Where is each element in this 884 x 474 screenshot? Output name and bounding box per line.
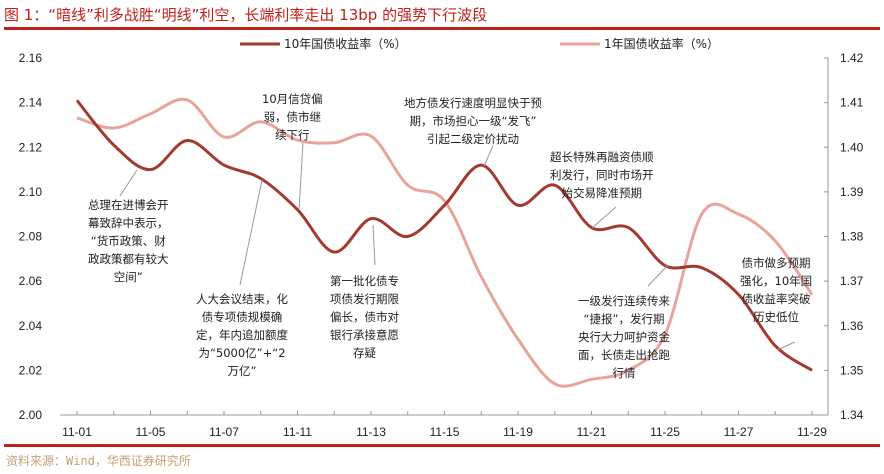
figure-title: 图 1：“暗线”利多战胜“明线”利空，长端利率走出 13bp 的强势下行波段 — [4, 6, 488, 24]
right-y-tick-label: 1.35 — [840, 363, 864, 377]
x-tick-label: 11-19 — [503, 425, 533, 439]
left-y-tick-label: 2.02 — [19, 363, 43, 377]
annotation-leader — [372, 224, 376, 266]
legend-label: 10年国债收益率（%） — [284, 36, 407, 51]
left-y-tick-label: 2.08 — [19, 230, 43, 244]
legend-label: 1年国债收益率（%） — [604, 36, 719, 51]
top-divider — [4, 27, 880, 30]
left-y-tick-label: 2.16 — [19, 51, 43, 65]
left-y-tick-label: 2.12 — [19, 140, 43, 154]
annotation-text: 地方债发行速度明显快于预 期，市场担心一级“发飞” 引起二级定价扰动 — [404, 96, 542, 146]
x-tick-label: 11-29 — [797, 425, 827, 439]
annotation-text: 超长特殊再融资债顺 利发行，同时市场开 始交易降准预期 — [550, 150, 654, 200]
left-y-tick-label: 2.14 — [19, 96, 43, 110]
annotation-text: 10月信贷偏 弱，债市继 续下行 — [262, 92, 323, 142]
annotation-text: 人大会议结束，化 债专项债规模确 定，年内追加额度 为“5000亿”+“2 万亿… — [196, 292, 288, 378]
x-tick-label: 11-15 — [430, 425, 460, 439]
right-y-tick-label: 1.38 — [840, 230, 864, 244]
left-y-tick-label: 2.00 — [19, 408, 43, 422]
annotation-leader — [119, 169, 138, 197]
annotation-text: 总理在进博会开 幕致辞中表示， “货币政策、财 政政策都有较大 空间” — [88, 198, 169, 284]
x-tick-label: 11-27 — [724, 425, 754, 439]
source-note: 资料来源：Wind，华西证券研究所 — [6, 454, 191, 468]
annotation-text: 第一批化债专 项债发行期限 偏长，债市对 银行承接意愿 存疑 — [330, 274, 399, 360]
bottom-divider — [4, 444, 880, 447]
x-tick-label: 11-13 — [356, 425, 386, 439]
annotation-text: 债市做多预期 强化，10年国 债收益率突破 历史低位 — [740, 256, 813, 324]
x-tick-label: 11-25 — [650, 425, 680, 439]
left-y-tick-label: 2.06 — [19, 274, 43, 288]
annotation-leader — [647, 264, 669, 287]
x-tick-label: 11-05 — [136, 425, 166, 439]
right-y-tick-label: 1.41 — [840, 96, 864, 110]
annotation-leader — [483, 145, 494, 167]
right-y-tick-label: 1.40 — [840, 140, 864, 154]
right-y-tick-label: 1.42 — [840, 51, 864, 65]
right-y-tick-label: 1.37 — [840, 274, 864, 288]
annotation-leader — [776, 341, 796, 351]
right-y-tick-label: 1.39 — [840, 185, 864, 199]
x-tick-label: 11-07 — [209, 425, 239, 439]
series-line-1y — [76, 97, 814, 388]
annotation-leader — [239, 179, 263, 286]
annotation-leader — [591, 206, 617, 229]
annotation-leader — [298, 142, 304, 211]
x-tick-label: 11-01 — [62, 425, 92, 439]
left-y-tick-label: 2.10 — [19, 185, 43, 199]
left-y-tick-label: 2.04 — [19, 319, 43, 333]
x-tick-label: 11-11 — [283, 425, 312, 439]
x-tick-label: 11-21 — [577, 425, 607, 439]
right-y-tick-label: 1.36 — [840, 319, 864, 333]
right-y-tick-label: 1.34 — [840, 408, 864, 422]
annotation-text: 一级发行连续传来 “捷报”，发行期 央行大力呵护资金 面，长债走出抢跑 行情 — [578, 294, 670, 380]
